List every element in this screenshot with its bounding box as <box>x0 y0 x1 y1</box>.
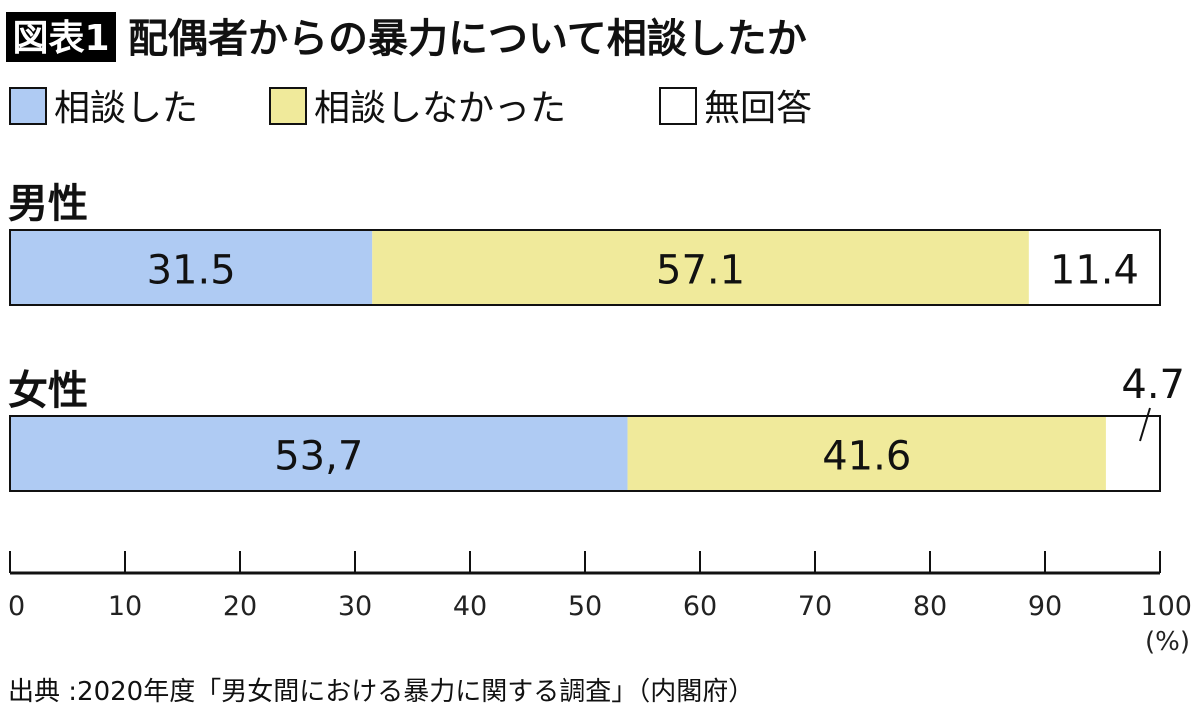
chart-title: 配偶者からの暴力について相談したか <box>128 16 807 62</box>
source-note: 出典 :2020年度「男女間における暴力に関する調査」（内閣府） <box>8 677 754 707</box>
tick-label: 90 <box>1028 591 1062 622</box>
bar-segment <box>1105 416 1160 491</box>
legend: 相談した 相談しなかった 無回答 <box>9 87 812 129</box>
tick-label: 30 <box>338 591 372 622</box>
data-label: 53,7 <box>274 434 363 480</box>
bar-segment <box>10 230 373 305</box>
data-label: 41.6 <box>822 434 911 480</box>
tick-label: 70 <box>798 591 832 622</box>
x-axis: 0 10 20 30 40 50 60 70 80 90 100 <box>8 551 1192 622</box>
legend-swatch <box>269 87 307 125</box>
data-label: 57.1 <box>656 248 745 294</box>
bar-segment <box>372 230 1029 305</box>
bar-outline <box>9 415 1161 492</box>
tick-label: 10 <box>108 591 142 622</box>
leader-line <box>1139 407 1151 442</box>
data-label: 31.5 <box>147 248 236 294</box>
legend-swatch <box>9 87 47 125</box>
data-label: 11.4 <box>1050 248 1139 294</box>
title-badge-bg <box>6 12 116 62</box>
bar-segment <box>1028 230 1160 305</box>
legend-label: 相談しなかった <box>314 88 566 129</box>
tick-label: 50 <box>568 591 602 622</box>
bar-segment <box>627 416 1106 491</box>
tick-label: 80 <box>913 591 947 622</box>
bar-segment <box>10 416 628 491</box>
tick-label: 20 <box>223 591 257 622</box>
category-label: 女性 <box>8 368 88 414</box>
legend-swatch <box>659 87 697 125</box>
bar-outline <box>9 229 1161 306</box>
tick-label: 40 <box>453 591 487 622</box>
x-unit: (%) <box>1145 627 1190 657</box>
bars: 男性 31.5 57.1 11.4 女性 53,7 41.6 4.7 <box>8 181 1185 492</box>
legend-label: 相談した <box>54 88 198 129</box>
tick-label: 0 <box>8 591 25 622</box>
title-badge: 図表1 <box>12 18 109 59</box>
tick-label: 100 <box>1140 591 1192 622</box>
data-label: 4.7 <box>1121 362 1185 408</box>
tick-label: 60 <box>683 591 717 622</box>
category-label: 男性 <box>8 181 88 227</box>
legend-label: 無回答 <box>704 88 812 129</box>
